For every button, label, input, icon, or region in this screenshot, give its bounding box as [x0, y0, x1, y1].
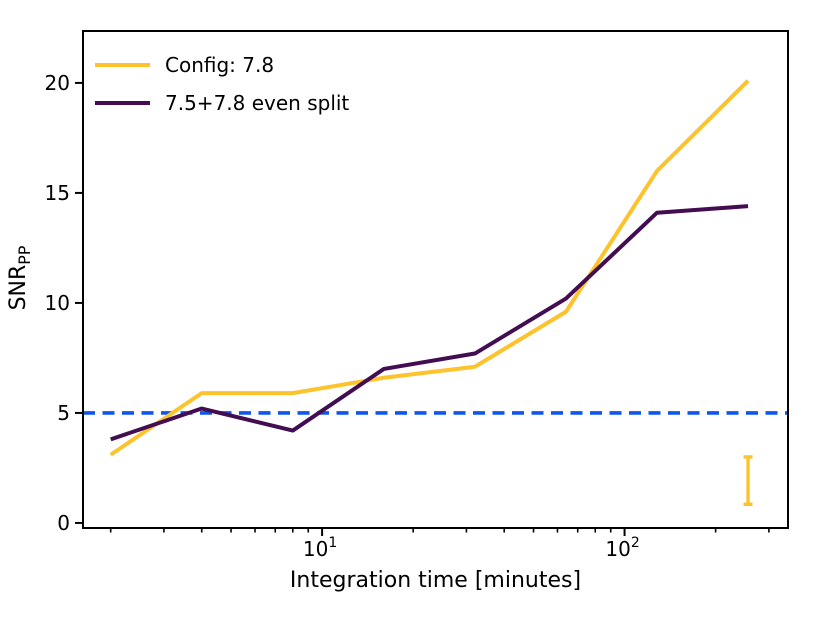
- series-line-0: [109, 79, 750, 457]
- error-bar: [743, 455, 753, 506]
- y-axis-label: SNRPP: [6, 246, 34, 311]
- y-tick-label: 20: [45, 71, 70, 95]
- x-tick-label: 101: [303, 535, 337, 561]
- y-tick-label: 15: [45, 181, 70, 205]
- legend-label-config-78: Config: 7.8: [165, 53, 275, 77]
- legend-label-even-split: 7.5+7.8 even split: [165, 91, 350, 115]
- legend-line-config-78: [95, 63, 150, 67]
- y-tick-label: 0: [57, 511, 70, 535]
- legend-item-config-78: Config: 7.8: [95, 46, 349, 84]
- y-tick-label: 10: [45, 291, 70, 315]
- y-axis-label-main: SNR: [5, 264, 31, 311]
- y-tick-label: 5: [57, 401, 70, 425]
- legend: Config: 7.8 7.5+7.8 even split: [95, 46, 349, 122]
- y-axis-label-subscript: PP: [15, 245, 35, 265]
- plot-border: [82, 30, 789, 529]
- x-axis-label: Integration time [minutes]: [289, 568, 582, 593]
- x-tick-label: 102: [605, 535, 639, 561]
- legend-line-even-split: [95, 101, 150, 105]
- legend-item-even-split: 7.5+7.8 even split: [95, 84, 349, 122]
- series-line-1: [110, 204, 749, 442]
